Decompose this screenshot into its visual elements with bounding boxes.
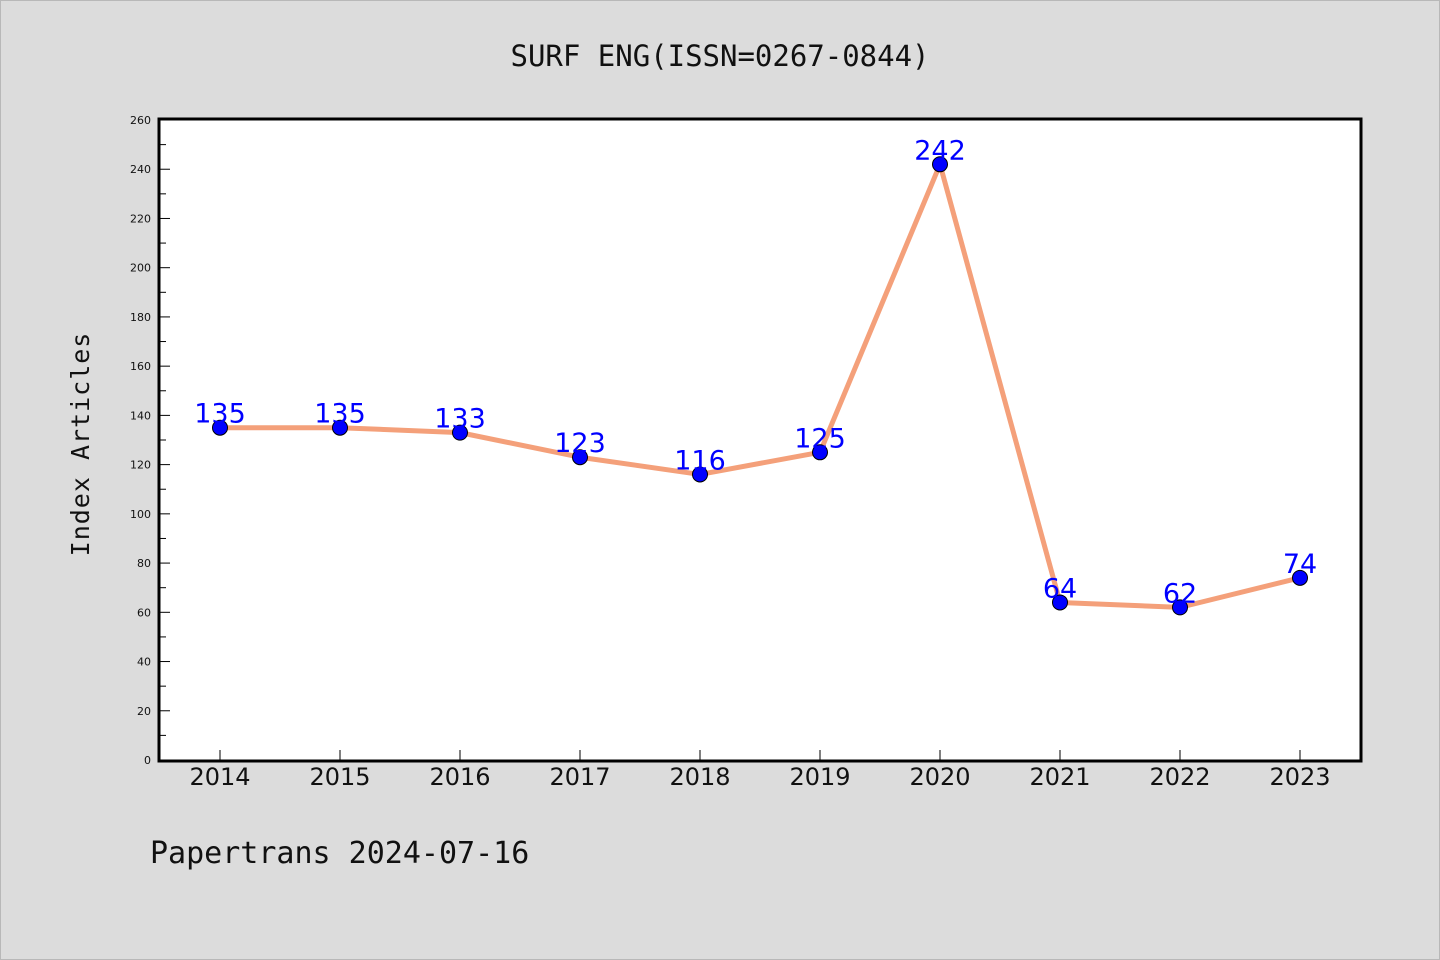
y-tick-label: 0 xyxy=(144,754,151,767)
y-tick-label: 120 xyxy=(130,459,151,472)
y-axis: 0 20 40 60 80 100 120 140 160 180 200 220 240 260 xyxy=(130,114,170,767)
data-point xyxy=(1172,599,1188,616)
series-line-group: 135 135 133 123 116 125 242 64 62 74 xyxy=(194,135,1317,616)
x-tick-label: 2014 xyxy=(189,763,250,791)
data-point xyxy=(1292,569,1308,586)
series-line xyxy=(217,161,1303,610)
plot-area xyxy=(157,117,1363,763)
y-tick-label: 40 xyxy=(137,656,151,669)
data-label: 116 xyxy=(674,445,726,476)
y-tick-label: 140 xyxy=(130,409,151,422)
x-tick-label: 2018 xyxy=(669,763,730,791)
data-point xyxy=(212,419,228,436)
x-tick-label: 2023 xyxy=(1269,763,1330,791)
x-tick-label: 2019 xyxy=(789,763,850,791)
footer-source: Papertrans 2024-07-16 xyxy=(150,836,529,871)
x-tick-label: 2015 xyxy=(309,763,370,791)
y-tick-label: 220 xyxy=(130,212,151,225)
data-label: 135 xyxy=(194,399,246,430)
y-tick-label: 240 xyxy=(130,163,151,176)
y-tick-label: 260 xyxy=(130,114,151,127)
x-tick-label: 2017 xyxy=(549,763,610,791)
data-point xyxy=(452,424,468,441)
y-axis-label: Index Articles xyxy=(66,332,95,557)
data-label: 133 xyxy=(434,404,486,435)
data-label: 62 xyxy=(1163,578,1197,609)
x-axis: 2014 2015 2016 2017 2018 2019 2020 2021 2022 2023 xyxy=(189,750,1331,791)
data-point xyxy=(932,156,948,173)
chart-title: SURF ENG(ISSN=0267-0844) xyxy=(510,39,929,73)
data-point xyxy=(812,444,828,461)
data-label: 125 xyxy=(794,423,846,454)
y-tick-label: 180 xyxy=(130,311,151,324)
y-tick-label: 100 xyxy=(130,508,151,521)
y-tick-label: 200 xyxy=(130,262,151,275)
x-tick-label: 2020 xyxy=(909,763,970,791)
y-tick-label: 80 xyxy=(137,557,151,570)
data-point xyxy=(692,466,708,483)
data-label: 242 xyxy=(914,135,966,166)
data-label: 135 xyxy=(314,399,366,430)
y-tick-label: 160 xyxy=(130,360,151,373)
y-tick-label: 60 xyxy=(137,606,151,619)
data-point xyxy=(1052,594,1068,611)
data-label: 64 xyxy=(1043,573,1077,604)
data-label: 123 xyxy=(554,428,606,459)
x-tick-label: 2021 xyxy=(1029,763,1090,791)
x-tick-label: 2016 xyxy=(429,763,490,791)
data-point xyxy=(572,449,588,466)
data-label: 74 xyxy=(1283,549,1317,580)
x-tick-label: 2022 xyxy=(1149,763,1210,791)
y-tick-label: 20 xyxy=(137,705,151,718)
data-point xyxy=(332,419,348,436)
